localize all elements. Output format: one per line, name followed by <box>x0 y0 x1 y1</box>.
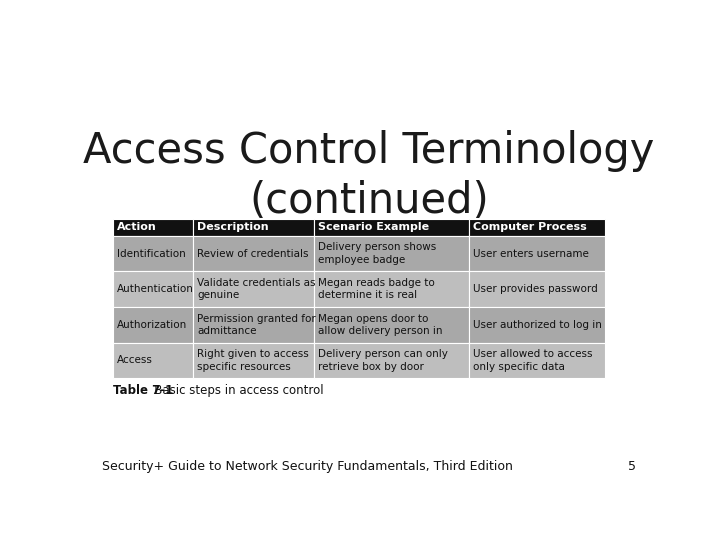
Text: User enters username: User enters username <box>473 248 588 259</box>
Bar <box>113 236 193 272</box>
Bar <box>314 342 469 378</box>
Bar <box>469 272 606 307</box>
Text: Delivery person shows
employee badge: Delivery person shows employee badge <box>318 242 436 265</box>
Text: Action: Action <box>117 222 157 232</box>
Text: Access: Access <box>117 355 153 366</box>
Text: Description: Description <box>197 222 269 232</box>
Bar <box>469 219 606 236</box>
Text: Validate credentials as
genuine: Validate credentials as genuine <box>197 278 315 300</box>
Bar <box>113 307 193 342</box>
Text: Identification: Identification <box>117 248 186 259</box>
Bar <box>193 307 314 342</box>
Text: 5: 5 <box>629 460 636 473</box>
Text: Basic steps in access control: Basic steps in access control <box>143 384 323 397</box>
Text: Review of credentials: Review of credentials <box>197 248 308 259</box>
Text: User allowed to access
only specific data: User allowed to access only specific dat… <box>473 349 592 372</box>
Bar <box>193 272 314 307</box>
Text: Access Control Terminology
(continued): Access Control Terminology (continued) <box>84 130 654 222</box>
Text: Delivery person can only
retrieve box by door: Delivery person can only retrieve box by… <box>318 349 448 372</box>
Text: User provides password: User provides password <box>473 284 598 294</box>
Text: Right given to access
specific resources: Right given to access specific resources <box>197 349 309 372</box>
Bar <box>314 236 469 272</box>
Text: Computer Process: Computer Process <box>473 222 587 232</box>
Text: Megan reads badge to
determine it is real: Megan reads badge to determine it is rea… <box>318 278 435 300</box>
Text: Authorization: Authorization <box>117 320 187 330</box>
Bar <box>469 307 606 342</box>
Bar <box>314 219 469 236</box>
Bar <box>113 342 193 378</box>
Bar <box>193 236 314 272</box>
Text: Security+ Guide to Network Security Fundamentals, Third Edition: Security+ Guide to Network Security Fund… <box>102 460 513 473</box>
Text: Megan opens door to
allow delivery person in: Megan opens door to allow delivery perso… <box>318 314 443 336</box>
Bar <box>314 272 469 307</box>
Bar <box>113 219 193 236</box>
Text: Authentication: Authentication <box>117 284 194 294</box>
Bar <box>193 342 314 378</box>
Bar <box>193 219 314 236</box>
Text: Permission granted for
admittance: Permission granted for admittance <box>197 314 316 336</box>
Bar <box>469 342 606 378</box>
Bar <box>113 272 193 307</box>
Text: Scenario Example: Scenario Example <box>318 222 429 232</box>
Bar <box>469 236 606 272</box>
Bar <box>314 307 469 342</box>
Text: Table 7-1: Table 7-1 <box>113 384 174 397</box>
Text: User authorized to log in: User authorized to log in <box>473 320 602 330</box>
